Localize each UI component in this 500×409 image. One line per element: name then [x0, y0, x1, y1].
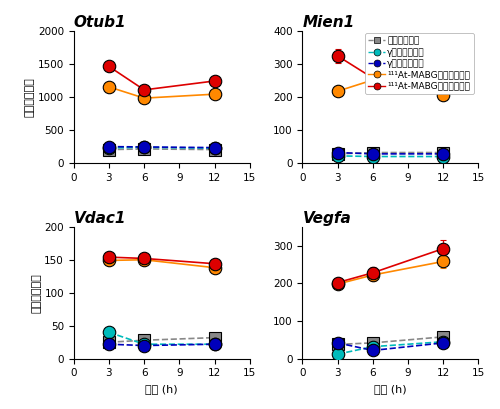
X-axis label: 時間 (h): 時間 (h) [374, 384, 406, 394]
Text: Otub1: Otub1 [74, 15, 126, 30]
Y-axis label: 遠伝子発現量: 遠伝子発現量 [25, 77, 35, 117]
Y-axis label: 遠伝子発現量: 遠伝子発現量 [32, 273, 42, 312]
Text: Vegfa: Vegfa [302, 211, 351, 226]
Legend: コントロール, γ線（低線量）, γ線（高線量）, ¹¹¹At-MABG　（低線量）, ¹¹¹At-MABG　（高線量）: コントロール, γ線（低線量）, γ線（高線量）, ¹¹¹At-MABG （低線… [365, 33, 474, 94]
Text: Vdac1: Vdac1 [74, 211, 126, 226]
X-axis label: 時間 (h): 時間 (h) [146, 384, 178, 394]
Text: Mien1: Mien1 [302, 15, 354, 30]
